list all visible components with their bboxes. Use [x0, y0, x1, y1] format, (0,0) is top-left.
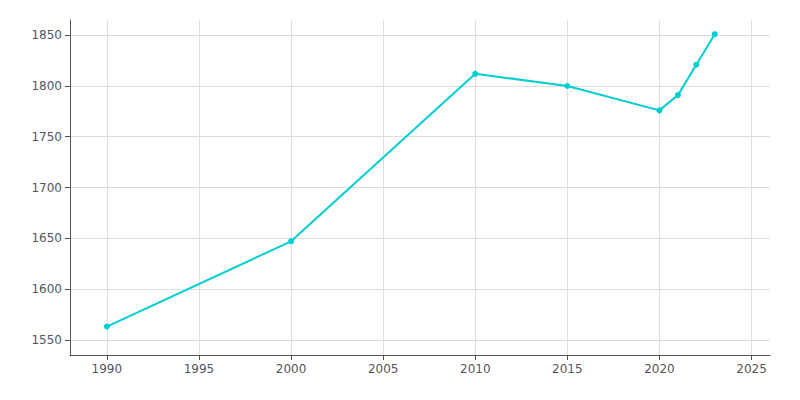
svg-text:1800: 1800: [31, 79, 62, 93]
svg-text:1600: 1600: [31, 282, 62, 296]
svg-text:1700: 1700: [31, 181, 62, 195]
svg-text:2015: 2015: [552, 362, 583, 376]
svg-text:1995: 1995: [184, 362, 215, 376]
svg-text:1990: 1990: [92, 362, 123, 376]
svg-text:2020: 2020: [644, 362, 675, 376]
svg-text:1850: 1850: [31, 28, 62, 42]
svg-text:2025: 2025: [736, 362, 767, 376]
svg-text:2005: 2005: [368, 362, 399, 376]
svg-text:1650: 1650: [31, 231, 62, 245]
svg-text:1550: 1550: [31, 333, 62, 347]
svg-text:2010: 2010: [460, 362, 491, 376]
svg-text:1750: 1750: [31, 130, 62, 144]
svg-text:2000: 2000: [276, 362, 307, 376]
